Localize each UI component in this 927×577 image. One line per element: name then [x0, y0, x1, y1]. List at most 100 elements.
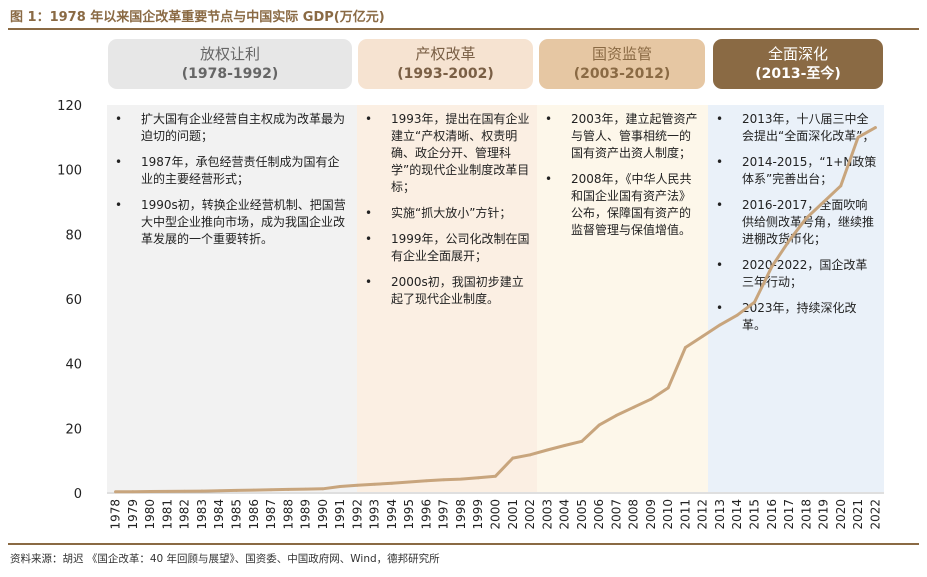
plot-area	[114, 126, 877, 494]
gdp-point-1981	[166, 490, 169, 493]
x-tick-label: 2002	[523, 499, 537, 530]
y-tick-label: 40	[65, 358, 82, 373]
gdp-point-2018	[804, 216, 808, 220]
gdp-point-1994	[390, 481, 394, 485]
x-tick-label: 2009	[644, 499, 658, 530]
gdp-point-2013	[718, 323, 722, 327]
era-4-bullet-5: 2023年，持续深化改革。	[714, 300, 878, 334]
era-box-2: 1993年，提出在国有企业建立“产权清晰、权责明确、政企分开、管理科学”的现代企…	[357, 105, 537, 492]
y-tick-label: 20	[65, 422, 82, 437]
x-tick-label: 1979	[126, 499, 140, 530]
x-tick-label: 1991	[333, 499, 347, 530]
era-4-bullet-3: 2016-2017，全面吹响供给侧改革号角，继续推进棚改货币化；	[714, 197, 878, 248]
era-2-bullet-3: 1999年，公司化改制在国有企业全面展开；	[363, 231, 531, 265]
era-4-bullet-4: 2020-2022，国企改革三年行动；	[714, 257, 878, 291]
x-tick-label: 1995	[402, 499, 416, 530]
gdp-point-2011	[684, 346, 687, 349]
era-years: (1993-2002)	[397, 66, 494, 82]
gdp-point-2017	[787, 239, 791, 243]
gdp-point-2016	[770, 265, 774, 269]
gdp-point-1986	[252, 488, 256, 492]
era-1-bullet-3: 1990s初，转换企业经营机制、把国营大中型企业推向市场，成为我国企业改革发展的…	[113, 197, 351, 248]
era-header-2: 产权改革 (1993-2002)	[358, 39, 533, 89]
x-tick-label: 1994	[385, 499, 399, 530]
x-tick-label: 2015	[748, 499, 762, 530]
x-tick-label: 2022	[868, 499, 882, 530]
gdp-point-1998	[459, 477, 463, 481]
x-tick-label: 2014	[730, 499, 744, 530]
x-tick-label: 1992	[350, 499, 364, 530]
era-years: (2013-至今)	[755, 66, 841, 82]
x-tick-label: 2020	[834, 499, 848, 530]
x-tick-label: 2003	[540, 499, 554, 530]
x-tick-label: 2001	[506, 499, 520, 530]
gdp-point-1980	[148, 490, 152, 493]
gdp-point-2012	[701, 334, 705, 338]
gdp-point-2003	[545, 448, 549, 452]
gdp-point-1995	[407, 480, 411, 484]
era-box-4: 2013年，十八届三中全会提出“全面深化改革”； 2014-2015，“1+N政策…	[708, 105, 884, 492]
x-tick-label: 1993	[368, 499, 382, 530]
era-3-bullet-1: 2003年，建立起管资产与管人、管事相统一的国有资产出资人制度；	[543, 111, 702, 162]
gdp-point-1979	[131, 490, 135, 494]
x-tick-label: 2008	[627, 499, 641, 530]
gdp-point-2020	[839, 184, 843, 188]
x-tick-label: 1983	[195, 499, 209, 530]
era-box-1: 扩大国有企业经营自主权成为改革最为迫切的问题； 1987年，承包经营责任制成为国有…	[107, 105, 357, 492]
gdp-point-2001	[511, 456, 515, 460]
x-tick-label: 2010	[661, 499, 675, 530]
gdp-point-1989	[304, 487, 307, 491]
y-tick-label: 80	[65, 228, 82, 243]
era-2-bullet-4: 2000s初，我国初步建立起了现代企业制度。	[363, 274, 531, 308]
x-axis: 1978 1979 1980 1981 1982 1983 1984 1985 1986 1987…	[107, 492, 884, 530]
era-header-3: 国资监管 (2003-2012)	[539, 39, 705, 89]
x-tick-label: 1998	[454, 499, 468, 530]
era-3-bullet-2: 2008年，《中华人民共和国企业国有资产法》公布，保障国有资产的监督管理与保值增…	[543, 171, 702, 239]
era-2-bullets: 1993年，提出在国有企业建立“产权清晰、权责明确、政企分开、管理科学”的现代企…	[363, 111, 531, 308]
title-rule	[8, 28, 919, 30]
x-tick-label: 2004	[558, 499, 572, 530]
gdp-point-2021	[856, 135, 860, 139]
era-header-1: 放权让利 (1978-1992)	[108, 39, 352, 89]
x-tick-label: 1978	[109, 499, 123, 530]
gdp-point-2008	[632, 405, 636, 409]
gdp-point-1985	[235, 489, 238, 492]
gdp-point-1988	[286, 488, 290, 491]
gdp-point-1982	[183, 489, 187, 493]
y-tick-label: 100	[57, 164, 82, 179]
era-4-bullets: 2013年，十八届三中全会提出“全面深化改革”； 2014-2015，“1+N政策…	[714, 111, 878, 334]
x-tick-label: 2016	[765, 499, 779, 530]
gdp-point-2006	[597, 423, 601, 427]
figure-title: 图 1：1978 年以来国企改革重要节点与中国实际 GDP(万亿元)	[10, 10, 385, 25]
x-tick-label: 1986	[247, 499, 261, 530]
x-tick-label: 1985	[230, 499, 244, 530]
x-tick-label: 1999	[471, 499, 485, 530]
gdp-point-1997	[442, 478, 446, 482]
x-tick-label: 2012	[696, 499, 710, 530]
x-tick-label: 1987	[264, 499, 278, 530]
era-years: (1978-1992)	[181, 66, 279, 82]
era-1-bullets: 扩大国有企业经营自主权成为改革最为迫切的问题； 1987年，承包经营责任制成为国有…	[113, 111, 351, 248]
gdp-point-1992	[355, 483, 359, 487]
gdp-point-1990	[321, 487, 325, 491]
gdp-point-1999	[476, 476, 480, 480]
gdp-point-1983	[200, 489, 204, 493]
gdp-point-2002	[528, 453, 532, 457]
gdp-point-2004	[563, 444, 566, 447]
era-name: 放权让利	[199, 45, 260, 63]
gdp-point-2010	[666, 386, 670, 390]
gdp-point-1987	[269, 488, 273, 492]
x-tick-label: 1981	[160, 499, 174, 530]
x-tick-label: 2006	[592, 499, 606, 530]
y-tick-label: 60	[65, 293, 82, 308]
gdp-point-2000	[494, 474, 497, 478]
gdp-point-2007	[614, 414, 618, 417]
x-tick-label: 1982	[178, 499, 192, 530]
x-tick-label: 1984	[212, 499, 226, 530]
x-tick-label: 1990	[316, 499, 330, 530]
gdp-point-2022	[873, 126, 877, 130]
era-years: (2003-2012)	[573, 66, 671, 82]
x-tick-label: 1989	[299, 499, 313, 530]
x-tick-label: 2013	[713, 499, 727, 530]
